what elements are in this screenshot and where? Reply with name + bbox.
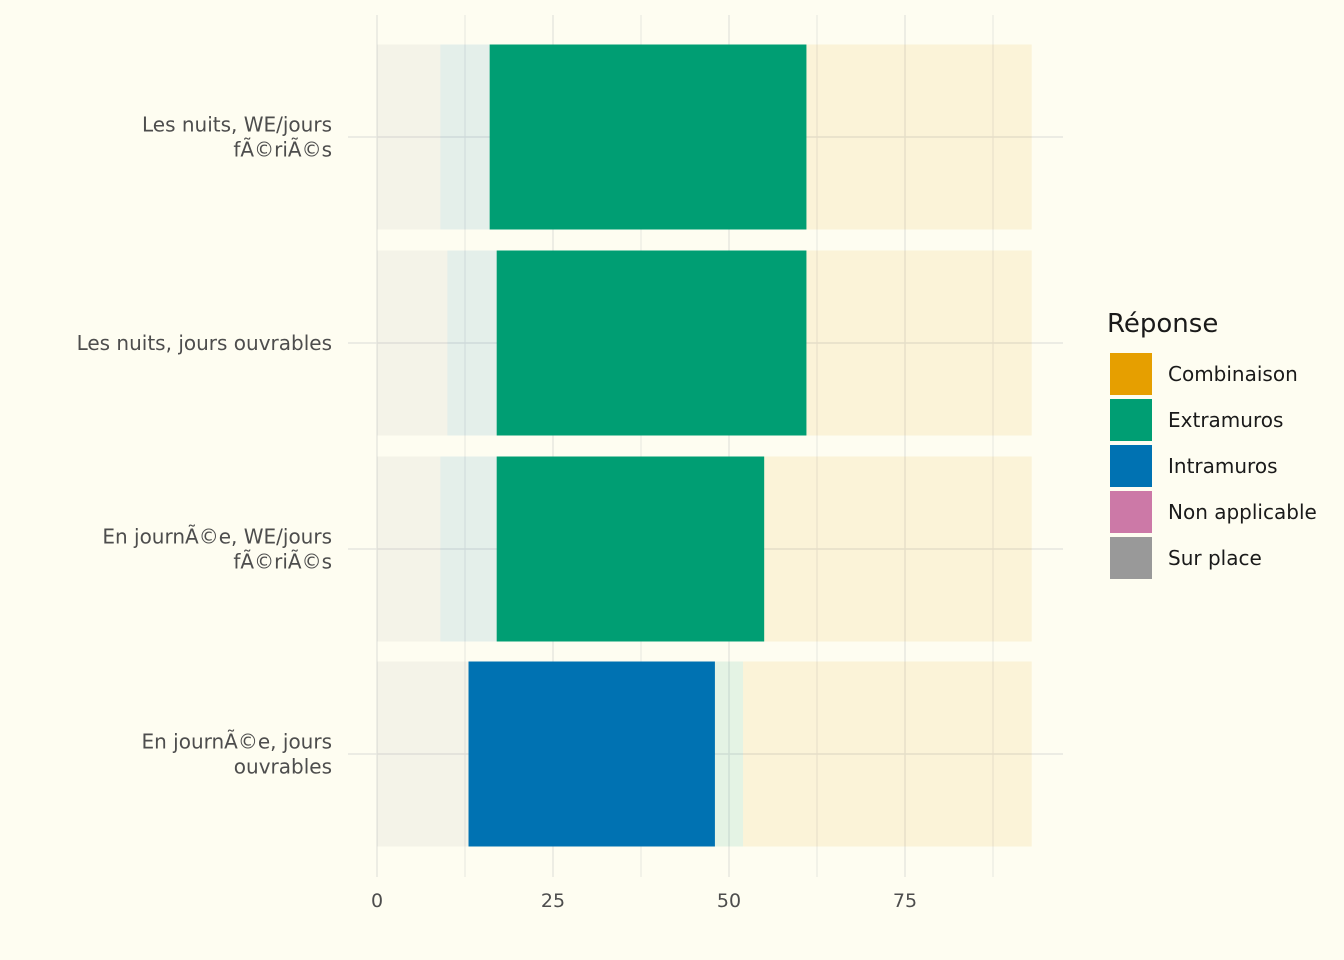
category-label: Les nuits, WE/jours fÃ©riÃ©s [142,113,332,162]
bar-segment [447,250,497,436]
bar-segment [806,44,1032,230]
category-axis: En journÃ©e, jours ouvrables En journÃ©e, … [77,113,332,779]
x-tick-label: 50 [717,890,741,912]
x-tick-label: 75 [893,890,917,912]
bar-segment [377,456,441,642]
legend-swatch [1110,399,1152,441]
legend: Réponse Combinaison Extramuros Intramuros N… [1107,309,1317,579]
category-label: En journÃ©e, WE/jours fÃ©riÃ©s [102,525,332,574]
legend-swatch [1110,537,1152,579]
legend-label: Combinaison [1168,362,1298,386]
bar-segment [440,456,497,642]
bar-segment [440,44,490,230]
bar-segment [496,250,807,436]
legend-label: Sur place [1168,546,1262,570]
bar-segment [806,250,1032,436]
bar-segment [377,250,448,436]
category-label: Les nuits, jours ouvrables [77,331,332,355]
legend-swatch [1110,445,1152,487]
bar-segment [377,44,441,230]
legend-label: Intramuros [1168,454,1278,478]
bar-segment [764,456,1032,642]
legend-title: Réponse [1107,309,1218,339]
legend-swatch [1110,491,1152,533]
x-tick-label: 25 [541,890,565,912]
legend-label: Extramuros [1168,408,1283,432]
bar-segment [496,456,765,642]
bar-segment [743,661,1032,847]
bar-segment [468,661,715,847]
bars-layer [377,44,1032,847]
bar-segment [714,661,744,847]
bar-segment [489,44,807,230]
x-tick-label: 0 [371,890,383,912]
category-label: En journÃ©e, jours ouvrables [142,730,333,779]
legend-swatch [1110,353,1152,395]
bar-segment [377,661,469,847]
value-axis: 0 25 50 75 [371,890,917,912]
legend-label: Non applicable [1168,500,1317,524]
